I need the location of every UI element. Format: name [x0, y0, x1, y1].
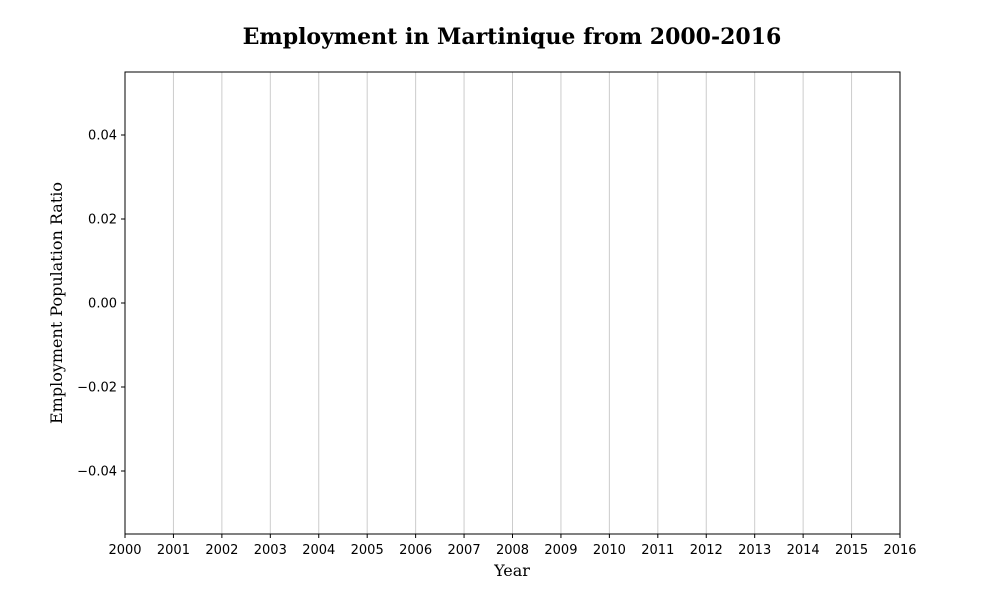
x-tick-label: 2005	[351, 543, 384, 558]
x-tick-label: 2010	[593, 543, 626, 558]
x-tick-label: 2000	[108, 543, 141, 558]
y-tick-label: −0.02	[77, 381, 117, 396]
x-tick-label: 2001	[157, 543, 190, 558]
y-tick-label: 0.04	[88, 129, 117, 144]
grid-lines	[172, 72, 853, 534]
y-tick-label: 0.00	[88, 297, 117, 312]
x-tick-label: 2015	[835, 543, 868, 558]
x-axis-ticks: 2000 2001 2002 2003 2004 2005 2006 2007 2008 2009…	[108, 534, 917, 558]
x-tick-label: 2006	[399, 543, 432, 558]
chart-title: Employment in Martinique from 2000-2016	[243, 24, 782, 50]
x-tick-label: 2009	[544, 543, 577, 558]
x-tick-label: 2007	[448, 543, 481, 558]
x-tick-label: 2008	[496, 543, 529, 558]
y-axis-ticks: 0.04 0.02 0.00 −0.02 −0.04	[77, 129, 125, 480]
x-tick-label: 2002	[205, 543, 238, 558]
x-tick-label: 2016	[883, 543, 916, 558]
x-tick-label: 2012	[690, 543, 723, 558]
x-tick-label: 2004	[302, 543, 335, 558]
x-tick-label: 2013	[738, 543, 771, 558]
y-tick-label: −0.04	[77, 465, 117, 480]
y-tick-label: 0.02	[88, 213, 117, 228]
x-tick-label: 2011	[641, 543, 674, 558]
x-tick-label: 2014	[787, 543, 820, 558]
x-axis-label: Year	[493, 561, 530, 580]
x-tick-label: 2003	[254, 543, 287, 558]
y-axis-label: Employment Population Ratio	[47, 182, 66, 424]
